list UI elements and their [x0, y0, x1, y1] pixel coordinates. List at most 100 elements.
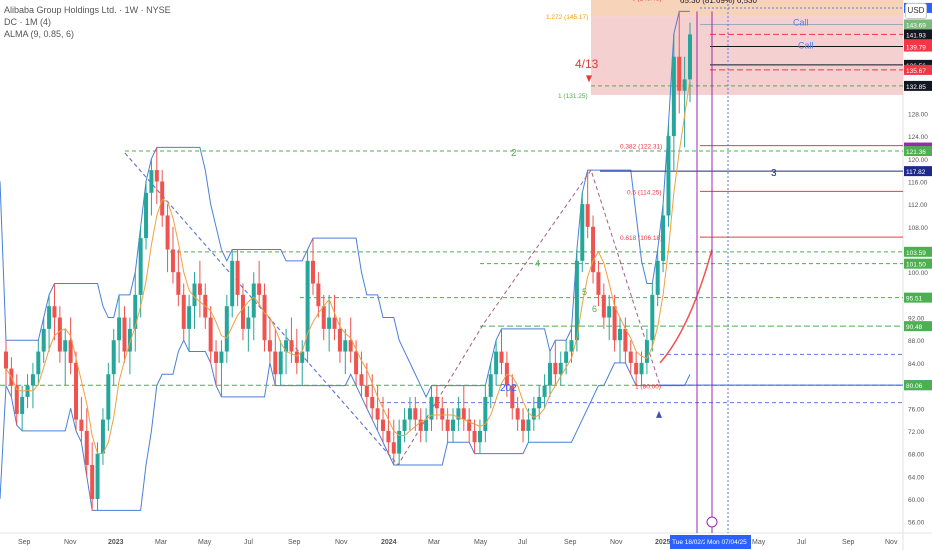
candle-body	[36, 351, 41, 375]
candle-body	[144, 192, 149, 239]
candle-body	[370, 396, 375, 409]
candle-body	[644, 340, 649, 363]
annotation-text: 3	[771, 168, 777, 179]
price-label-bg	[904, 80, 932, 91]
x-tick-label: May	[474, 539, 488, 546]
candle-body	[580, 204, 585, 261]
price-label: 80.06	[906, 383, 923, 390]
candle-body	[74, 362, 79, 420]
candle-body	[214, 351, 219, 363]
candle-body	[623, 328, 628, 352]
x-tick-label: Nov	[335, 539, 348, 546]
candle-body	[122, 317, 127, 352]
candle-body	[418, 419, 423, 431]
x-tick-label: Sep	[842, 539, 855, 546]
candle-body	[531, 408, 536, 420]
fib-label: 1.272 (145.17)	[546, 14, 588, 21]
candle-body	[407, 408, 412, 420]
price-label: 143.69	[906, 22, 926, 29]
candle-body	[267, 340, 272, 352]
fib-label: 0.618 (106.18)	[620, 235, 662, 242]
x-tick-label: Nov	[885, 539, 898, 546]
candle-body	[456, 408, 461, 420]
symbol-title[interactable]: Alibaba Group Holdings Ltd. · 1W · NYSE	[4, 5, 171, 15]
x-tick-label: Mar	[155, 539, 168, 546]
annotation-text: 202	[500, 383, 517, 394]
candle-body	[547, 362, 552, 386]
indicator-alma[interactable]: ALMA (9, 0.85, 6)	[4, 29, 75, 39]
candle-body	[628, 351, 633, 363]
candle-body	[63, 340, 68, 352]
candle-body	[257, 283, 262, 295]
y-tick-label: 56.00	[908, 520, 925, 527]
candle-body	[359, 374, 364, 386]
candle-body	[332, 317, 337, 329]
candle-body	[149, 170, 154, 193]
chart-legend: Alibaba Group Holdings Ltd. · 1W · NYSE …	[4, 4, 171, 40]
y-tick-label: 112.00	[908, 202, 928, 209]
candle-body	[558, 362, 563, 375]
candle-body	[68, 340, 73, 363]
price-label-bg	[904, 29, 932, 40]
candle-body	[90, 464, 95, 499]
candle-body	[348, 340, 353, 352]
candle-body	[208, 317, 213, 352]
candle-body	[585, 204, 590, 227]
candle-body	[650, 294, 655, 341]
y-tick-label: 120.00	[908, 157, 928, 164]
down-arrow	[586, 75, 592, 83]
candle-body	[467, 419, 472, 431]
y-tick-label: 116.00	[908, 179, 928, 186]
candle-body	[445, 419, 450, 431]
price-label: 135.67	[906, 68, 926, 75]
y-tick-label: 92.00	[908, 316, 925, 323]
y-tick-label: 84.00	[908, 361, 925, 368]
price-label: 132.85	[906, 84, 926, 91]
candle-body	[176, 272, 181, 295]
candle-body	[607, 306, 612, 318]
candle-body	[537, 396, 542, 409]
date-range-bg2	[705, 535, 751, 549]
annotation-text: 5	[582, 287, 587, 297]
annotation-text: Call	[798, 40, 814, 50]
x-tick-label: Sep	[564, 539, 577, 546]
y-tick-label: 68.00	[908, 452, 925, 459]
candle-body	[235, 260, 240, 295]
candle-body	[639, 362, 644, 375]
candle-body	[381, 419, 386, 431]
candle-body	[160, 181, 165, 216]
candle-body	[413, 408, 418, 420]
price-scale	[903, 0, 932, 550]
candle-body	[688, 34, 692, 80]
annotation-text: 4/13	[575, 57, 599, 71]
candle-body	[127, 328, 132, 352]
candle-body	[617, 328, 622, 341]
candle-body	[310, 260, 315, 284]
candle-body	[41, 328, 46, 352]
candle-body	[240, 294, 245, 329]
price-label-bg	[904, 246, 932, 257]
candle-body	[386, 430, 391, 443]
candle-body	[197, 283, 202, 295]
candle-body	[596, 272, 601, 295]
candle-body	[472, 430, 477, 443]
currency-button[interactable]: USD	[905, 3, 927, 19]
candle-body	[133, 294, 138, 329]
candle-body	[192, 283, 197, 307]
candle-body	[564, 351, 569, 363]
candle-body	[375, 408, 380, 420]
candle-body	[499, 351, 504, 363]
candle-body	[289, 340, 294, 352]
candle-body	[84, 430, 89, 465]
candle-body	[57, 317, 62, 352]
indicator-dc[interactable]: DC · 1M (4)	[4, 17, 51, 27]
candle-body	[488, 374, 493, 397]
candle-body	[402, 419, 407, 431]
price-label-bg	[904, 146, 932, 157]
price-label-bg	[904, 41, 932, 52]
candle-body	[574, 260, 579, 341]
candle-body	[138, 238, 143, 295]
candle-body	[634, 362, 639, 375]
price-label: 95.51	[906, 296, 923, 303]
